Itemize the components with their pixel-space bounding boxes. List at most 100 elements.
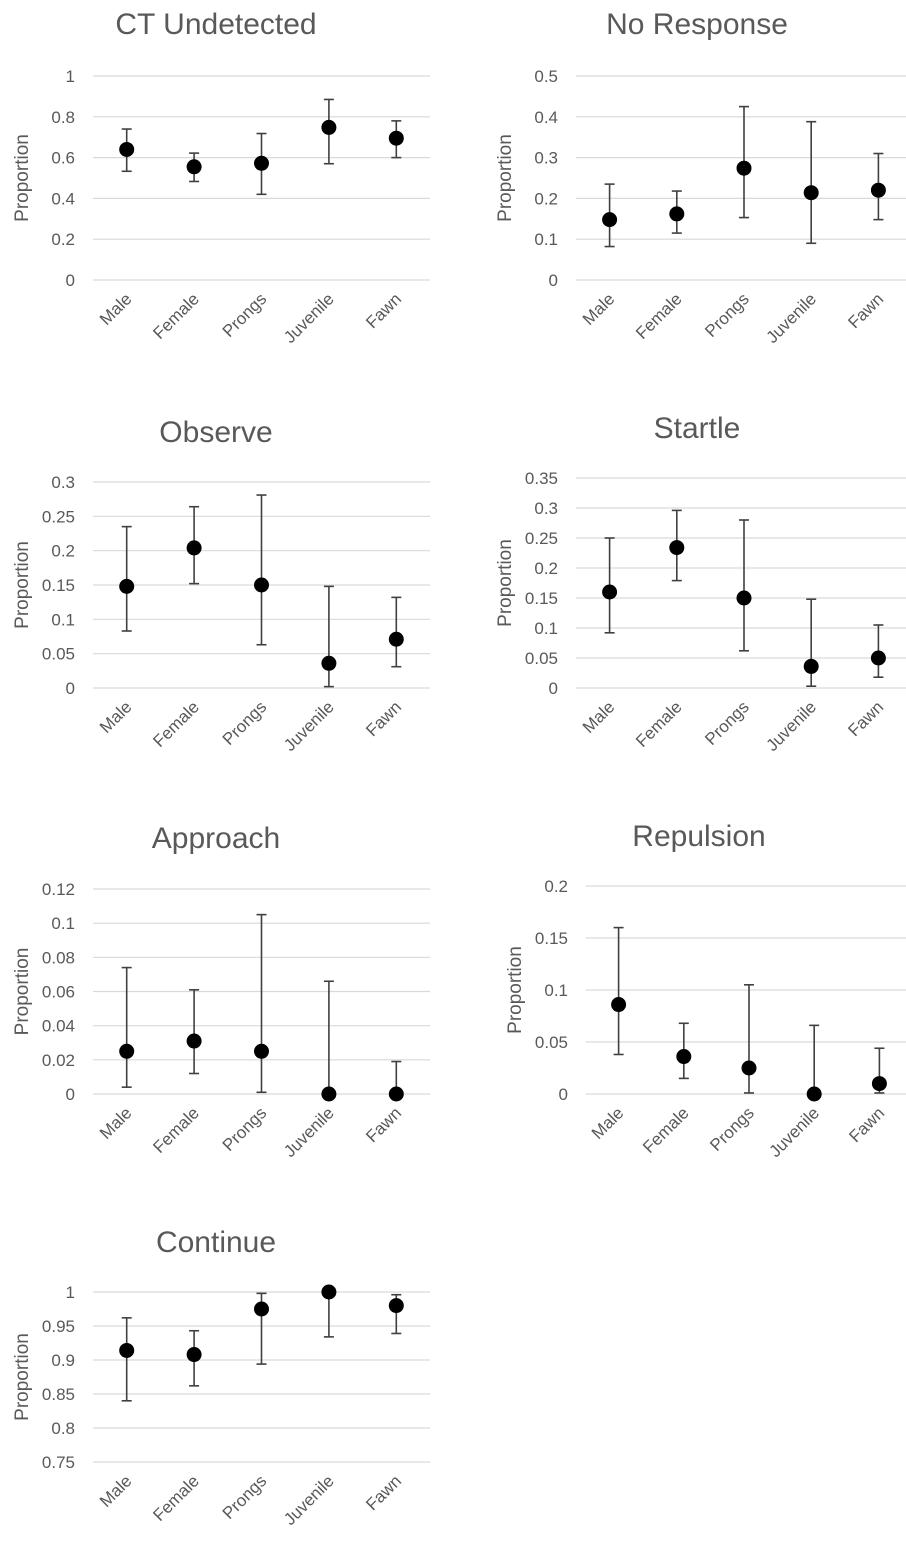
data-point xyxy=(254,1301,269,1317)
data-point xyxy=(870,182,886,198)
y-tick-label: 0.2 xyxy=(544,877,568,896)
x-tick-label: Male xyxy=(588,1103,627,1142)
x-tick-label: Fawn xyxy=(362,1103,405,1146)
y-tick-label: 0.5 xyxy=(534,67,558,86)
x-tick-label: Prongs xyxy=(219,697,271,749)
x-tick-label: Female xyxy=(639,1103,693,1157)
x-tick-label: Juvenile xyxy=(280,289,338,347)
x-tick-label: Prongs xyxy=(706,1103,758,1155)
chart-panel-6: Continue 0.75 0.8 0.85 0.9 0.95 1 Proportion Mal… xyxy=(12,1226,430,1529)
data-point xyxy=(186,1347,202,1363)
y-axis-label: Proportion xyxy=(12,948,33,1036)
y-axis-label: Proportion xyxy=(12,1333,33,1421)
chart-panel-4: Approach 0 0.02 0.04 0.06 0.08 0.1 0.12 Proporti… xyxy=(12,822,430,1161)
y-tick-label: 0 xyxy=(66,271,75,290)
x-tick-label: Male xyxy=(96,697,135,736)
data-point xyxy=(321,655,337,671)
y-tick-label: 0.2 xyxy=(534,559,558,578)
data-point xyxy=(611,997,627,1013)
y-tick-label: 0.2 xyxy=(51,542,75,561)
y-tick-label: 0.1 xyxy=(51,610,75,629)
data-point xyxy=(736,590,752,606)
y-tick-label: 0.02 xyxy=(42,1051,75,1070)
x-tick-label: Prongs xyxy=(701,697,753,749)
y-tick-label: 0.75 xyxy=(42,1453,75,1472)
y-tick-label: 0.12 xyxy=(42,880,75,899)
data-point xyxy=(806,1086,822,1102)
data-point xyxy=(119,141,135,157)
y-tick-label: 0.05 xyxy=(535,1033,568,1052)
data-point xyxy=(119,1342,135,1358)
data-point xyxy=(186,159,202,175)
y-tick-label: 0.95 xyxy=(42,1317,75,1336)
y-tick-label: 0.05 xyxy=(525,649,558,668)
x-tick-label: Fawn xyxy=(362,289,405,332)
y-tick-label: 0.8 xyxy=(51,108,75,127)
data-point xyxy=(254,155,269,171)
y-tick-label: 0.3 xyxy=(534,149,558,168)
y-axis-label: Proportion xyxy=(12,541,33,629)
data-point xyxy=(119,1043,135,1059)
y-tick-label: 0.3 xyxy=(51,473,75,492)
x-tick-label: Male xyxy=(96,1471,135,1510)
x-tick-label: Female xyxy=(632,697,686,751)
x-tick-label: Juvenile xyxy=(762,289,820,347)
y-tick-label: 0.6 xyxy=(51,149,75,168)
y-axis-label: Proportion xyxy=(495,539,516,627)
y-axis-label: Proportion xyxy=(12,134,33,222)
y-tick-label: 0.2 xyxy=(51,230,75,249)
data-point xyxy=(871,1076,887,1092)
y-tick-label: 0.06 xyxy=(42,983,75,1002)
chart-panel-5: Repulsion 0 0.05 0.1 0.15 0.2 Proportion Male Fe… xyxy=(505,820,906,1161)
x-tick-label: Fawn xyxy=(844,289,887,332)
x-tick-label: Juvenile xyxy=(280,697,338,755)
y-tick-label: 0.08 xyxy=(42,948,75,967)
y-tick-label: 0.15 xyxy=(535,929,568,948)
y-axis-label: Proportion xyxy=(505,946,526,1034)
y-tick-label: 0.1 xyxy=(534,230,558,249)
y-tick-label: 0 xyxy=(549,271,558,290)
data-point xyxy=(803,658,819,674)
x-tick-label: Female xyxy=(632,289,686,343)
x-tick-label: Female xyxy=(149,289,203,343)
data-point xyxy=(254,577,269,593)
chart-title: CT Undetected xyxy=(115,8,316,41)
x-tick-label: Fawn xyxy=(844,697,887,740)
data-point xyxy=(676,1049,692,1065)
x-tick-label: Prongs xyxy=(219,289,271,341)
y-tick-label: 0.4 xyxy=(51,189,75,208)
y-tick-label: 0 xyxy=(549,679,558,698)
x-tick-label: Male xyxy=(579,289,618,328)
y-tick-label: 0.15 xyxy=(42,576,75,595)
chart-title: Observe xyxy=(159,416,272,449)
data-point xyxy=(321,119,337,135)
chart-panel-3: Startle 0 0.05 0.1 0.15 0.2 0.25 0.3 0.35 Proport… xyxy=(495,412,906,755)
y-tick-label: 0.1 xyxy=(51,914,75,933)
x-tick-label: Female xyxy=(149,1103,203,1157)
data-point xyxy=(602,212,618,228)
y-tick-label: 0.25 xyxy=(525,529,558,548)
data-point xyxy=(870,650,886,666)
x-tick-label: Prongs xyxy=(701,289,753,341)
y-tick-label: 0 xyxy=(559,1085,568,1104)
x-tick-label: Juvenile xyxy=(280,1103,338,1161)
data-point xyxy=(602,584,618,600)
y-tick-label: 0.2 xyxy=(534,189,558,208)
x-tick-label: Juvenile xyxy=(765,1103,823,1161)
y-tick-label: 0.9 xyxy=(51,1351,75,1370)
x-tick-label: Juvenile xyxy=(762,697,820,755)
data-point xyxy=(388,130,404,146)
data-point xyxy=(669,206,685,222)
chart-title: Repulsion xyxy=(632,820,765,853)
data-point xyxy=(388,1086,404,1102)
chart-panel-1: No Response 0 0.1 0.2 0.3 0.4 0.5 Proportion Mal… xyxy=(495,8,906,347)
y-tick-label: 0.04 xyxy=(42,1017,75,1036)
x-tick-label: Fawn xyxy=(362,697,405,740)
data-point xyxy=(186,540,202,556)
y-tick-label: 0.35 xyxy=(525,469,558,488)
chart-panel-2: Observe 0 0.05 0.1 0.15 0.2 0.25 0.3 Proportion M… xyxy=(12,416,430,755)
x-tick-label: Female xyxy=(149,1471,203,1525)
data-point xyxy=(388,1298,404,1314)
